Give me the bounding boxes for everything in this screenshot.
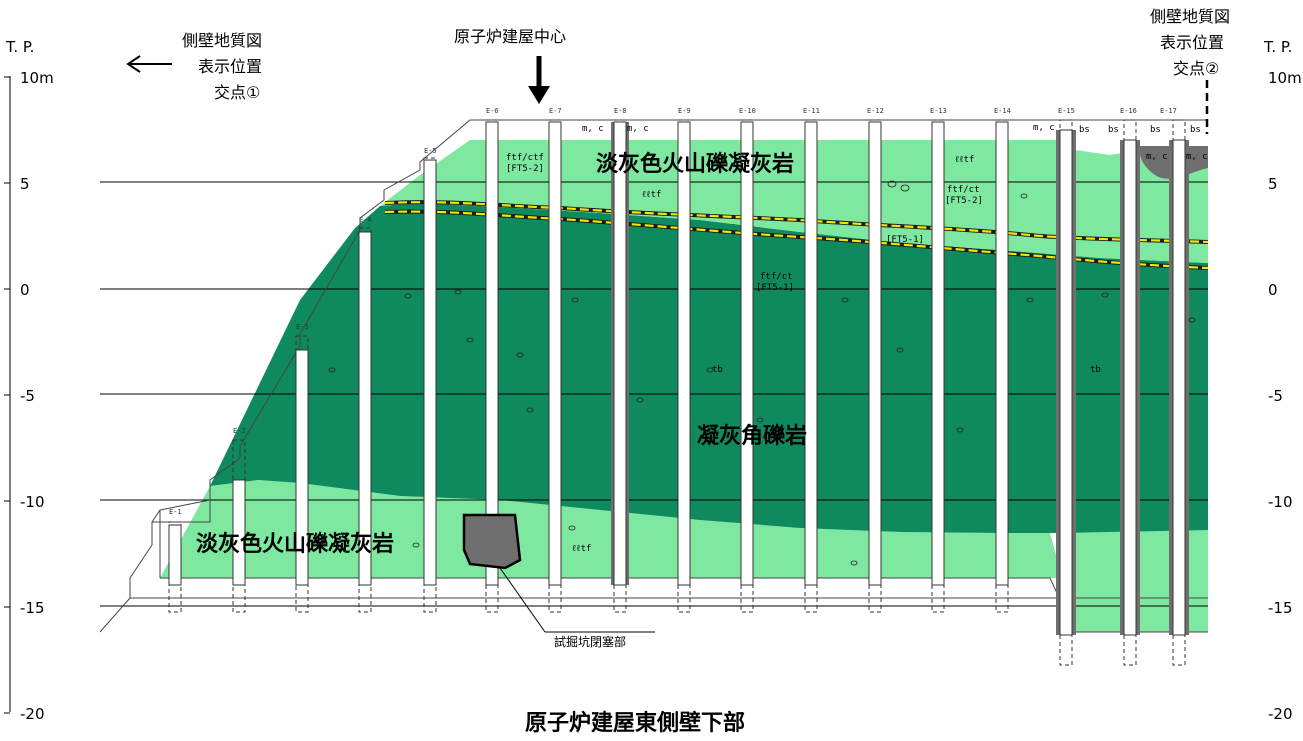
tb-label: tb (712, 365, 723, 375)
axis-label-right: T. P. (1263, 38, 1292, 56)
borehole-label: E-15 (1058, 107, 1075, 115)
right-marker-line: 表示位置 (1160, 33, 1224, 52)
axis-tick-label: 10m (20, 69, 54, 87)
elevation-gridlines (100, 181, 1208, 607)
left-axis: T. P. (5, 38, 34, 712)
left-axis-ticks: 10m 5 0 -5 -10 -15 -20 (4, 69, 54, 723)
axis-tick-label: -10 (20, 493, 45, 511)
borehole-label: E-7 (549, 107, 562, 115)
center-marker: 原子炉建屋中心 (454, 27, 566, 104)
left-marker: 側壁地質図 表示位置 交点① (126, 31, 262, 102)
mc-label: m, c (1186, 152, 1208, 162)
bs-label: bs (1190, 125, 1201, 135)
ft51-label: [FT5-1] (886, 235, 924, 245)
borehole-label: E-14 (994, 107, 1011, 115)
figure-title: 原子炉建屋東側壁下部 (525, 710, 745, 736)
borehole-label: E-8 (614, 107, 627, 115)
borehole-label: E-6 (486, 107, 499, 115)
upper-layer-label: 淡灰色火山礫凝灰岩 (596, 151, 794, 177)
mc-label: m, c (1146, 152, 1168, 162)
borehole-label: E-11 (803, 107, 820, 115)
axis-tick-label-right: 10m (1268, 69, 1302, 87)
axis-tick-label: -20 (20, 705, 45, 723)
bs-label: bs (1150, 125, 1161, 135)
ft52-label: [FT5-2] (945, 196, 983, 206)
borehole-label: E-10 (739, 107, 756, 115)
borehole-label: E-12 (867, 107, 884, 115)
excavation-label: 試掘坑閉塞部 (554, 634, 626, 649)
lltf-label: ℓℓtf (955, 155, 974, 165)
lltf-label: ℓℓtf (642, 190, 661, 200)
borehole-label: E-3 (296, 323, 309, 331)
right-marker-line: 交点② (1173, 59, 1219, 78)
axis-tick-label-right: -15 (1268, 599, 1293, 617)
right-marker-line: 側壁地質図 (1150, 7, 1230, 26)
left-arrowhead-icon (126, 55, 141, 73)
lltf-label: ℓℓtf (572, 544, 591, 554)
test-excavation-block (462, 513, 522, 570)
boreholes (168, 119, 1189, 666)
borehole-label: E-1 (169, 508, 182, 516)
axis-tick-label: -15 (20, 599, 45, 617)
down-arrowhead-icon (528, 86, 550, 104)
axis-tick-label-right: 5 (1268, 175, 1278, 193)
axis-tick-label-right: -10 (1268, 493, 1293, 511)
bs-label: bs (1108, 125, 1119, 135)
right-marker: 側壁地質図 表示位置 交点② (1150, 7, 1230, 134)
ft52-label: [FT5-2] (506, 164, 544, 174)
lower-layer-label: 淡灰色火山礫凝灰岩 (196, 531, 394, 557)
axis-label: T. P. (5, 38, 34, 56)
ft5-1-horizon-lower-dash (384, 210, 1209, 270)
borehole-label: E-17 (1160, 107, 1177, 115)
borehole-labels: E-1 E-2 E-3 E-4 E-5 E-6 E-7 E-8 E-9 E-10… (169, 107, 1177, 516)
ftf-label: ftf/ctf (506, 153, 544, 163)
pebble-marks (328, 180, 1196, 566)
excavation-outline (99, 119, 1208, 633)
axis-tick-label-right: 0 (1268, 281, 1278, 299)
axis-tick-label: 0 (20, 281, 30, 299)
mc-label: m, c (582, 124, 604, 134)
right-axis: T. P. (1263, 38, 1292, 56)
excavation-leader-line (499, 567, 546, 633)
borehole-label: E-5 (424, 147, 437, 155)
left-marker-line: 側壁地質図 (182, 31, 262, 50)
mc-label: m, c (627, 124, 649, 134)
center-label: 原子炉建屋中心 (454, 27, 566, 46)
ftf-label: ftf/ct (947, 185, 980, 195)
middle-layer-label: 凝灰角礫岩 (697, 423, 807, 449)
axis-tick-label: -5 (20, 387, 35, 405)
borehole-label: E-9 (678, 107, 691, 115)
axis-tick-label: 5 (20, 175, 30, 193)
layer-annotations: ftf/ctf [FT5-2] ℓℓtf ℓℓtf ftf/ct [FT5-2]… (506, 123, 1208, 554)
axis-tick-label-right: -5 (1268, 387, 1283, 405)
borehole-label: E-4 (359, 216, 372, 224)
borehole-label: E-16 (1120, 107, 1137, 115)
right-axis-ticks: 10m 5 0 -5 -10 -15 -20 (1268, 69, 1302, 723)
left-marker-line: 表示位置 (198, 57, 262, 76)
borehole-label: E-2 (233, 427, 246, 435)
lower-lapilli-tuff-layer (160, 480, 1060, 578)
ft51-label: [FT5-1] (756, 283, 794, 293)
tb-label: tb (1090, 365, 1101, 375)
ft5-2-horizon-upper-dash (384, 201, 1209, 244)
mc-label: m, c (1033, 123, 1055, 133)
ftf-label: ftf/ct (760, 272, 793, 282)
axis-tick-label-right: -20 (1268, 705, 1293, 723)
borehole-label: E-13 (930, 107, 947, 115)
left-marker-line: 交点① (214, 83, 260, 102)
bs-label: bs (1079, 125, 1090, 135)
